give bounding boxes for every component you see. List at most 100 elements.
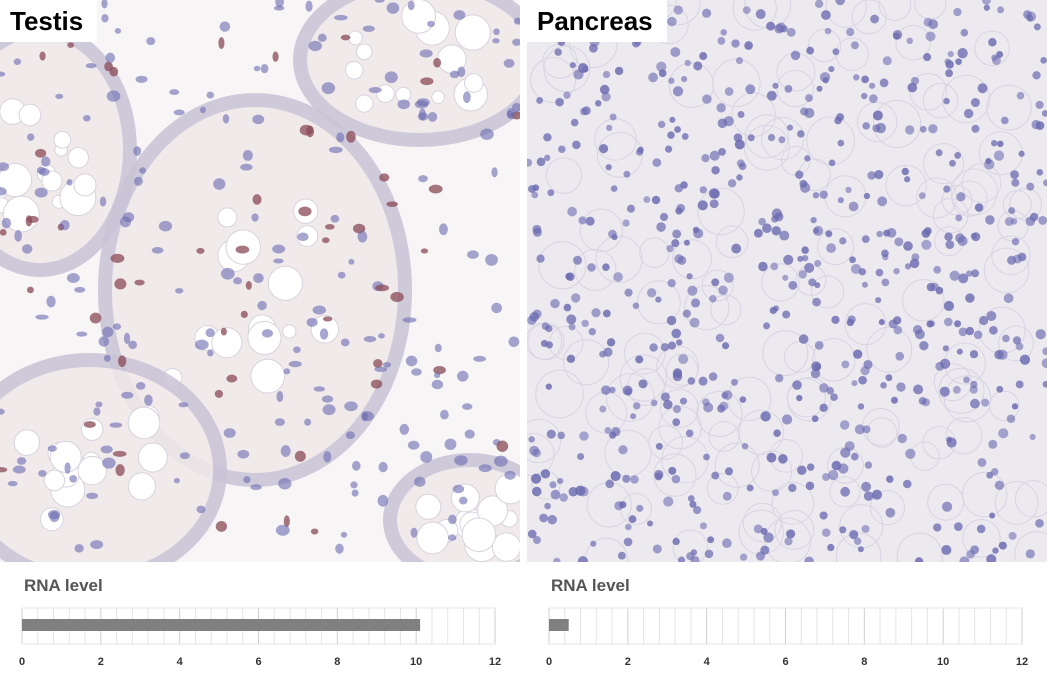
nucleus bbox=[863, 359, 873, 370]
nucleus bbox=[13, 58, 22, 65]
nucleus bbox=[213, 178, 226, 190]
nucleus bbox=[588, 328, 596, 336]
acinar-cell-outline bbox=[783, 341, 816, 373]
nucleus bbox=[988, 38, 997, 47]
nucleus bbox=[925, 31, 936, 42]
pancreas-tissue-image bbox=[527, 0, 1047, 562]
stained-nucleus bbox=[115, 464, 125, 477]
nucleus bbox=[317, 33, 327, 42]
nucleus bbox=[813, 227, 820, 234]
nucleus bbox=[250, 484, 262, 491]
nucleus bbox=[297, 232, 309, 242]
nucleus bbox=[782, 274, 789, 281]
nucleus bbox=[440, 409, 449, 420]
nucleus bbox=[819, 403, 828, 412]
nucleus bbox=[351, 489, 359, 497]
nucleus bbox=[701, 154, 710, 163]
nucleus bbox=[736, 174, 743, 181]
nucleus bbox=[1010, 170, 1019, 179]
nucleus bbox=[570, 118, 579, 127]
nucleus bbox=[670, 47, 681, 58]
nucleus bbox=[804, 556, 814, 562]
acinar-cell-outline bbox=[672, 529, 708, 562]
nucleus bbox=[93, 407, 101, 416]
nucleus bbox=[577, 556, 588, 562]
acinar-cell-outline bbox=[684, 285, 730, 331]
stained-nucleus bbox=[322, 316, 333, 322]
nucleus bbox=[990, 467, 999, 476]
nucleus bbox=[559, 493, 568, 502]
nucleus bbox=[947, 51, 954, 58]
nucleus bbox=[602, 70, 611, 79]
nucleus bbox=[708, 188, 720, 199]
nucleus bbox=[655, 442, 663, 450]
nucleus bbox=[994, 480, 1005, 490]
stained-nucleus bbox=[420, 248, 429, 254]
nucleus bbox=[448, 514, 457, 525]
nucleus bbox=[954, 152, 962, 159]
pancreas-rna-chart: 0 2 4 6 8 10 12 bbox=[546, 607, 1028, 668]
stained-nucleus bbox=[306, 125, 315, 138]
pancreas-rna-level-label: RNA level bbox=[551, 576, 630, 595]
nucleus bbox=[682, 309, 691, 318]
nucleus bbox=[986, 554, 997, 562]
nucleus bbox=[630, 475, 639, 484]
nucleus bbox=[819, 190, 828, 199]
nucleus bbox=[874, 169, 884, 180]
nucleus bbox=[897, 433, 907, 444]
acinar-cell-outline bbox=[927, 483, 965, 521]
nucleus bbox=[206, 91, 215, 99]
nucleus bbox=[672, 86, 684, 97]
nucleus bbox=[173, 477, 180, 484]
nucleus bbox=[374, 366, 388, 373]
nucleus bbox=[868, 82, 876, 89]
nucleus bbox=[563, 303, 572, 312]
nucleus bbox=[648, 72, 658, 83]
nucleus bbox=[272, 244, 286, 254]
nucleus bbox=[988, 439, 998, 449]
stained-nucleus bbox=[283, 515, 290, 528]
nucleus bbox=[699, 52, 708, 61]
nucleus bbox=[532, 184, 540, 192]
nucleus bbox=[760, 411, 771, 422]
nucleus bbox=[83, 114, 91, 122]
nucleus bbox=[635, 355, 644, 364]
nucleus bbox=[1025, 549, 1035, 559]
nucleus bbox=[853, 74, 860, 81]
nucleus bbox=[821, 10, 831, 20]
lumen-vacuole bbox=[127, 472, 157, 501]
nucleus bbox=[604, 426, 612, 434]
nucleus bbox=[711, 471, 720, 480]
nucleus bbox=[747, 134, 755, 142]
stained-nucleus bbox=[226, 374, 238, 383]
nucleus bbox=[828, 159, 836, 167]
nucleus bbox=[473, 355, 486, 362]
nucleus bbox=[943, 185, 951, 193]
lumen-vacuole bbox=[344, 61, 364, 80]
nucleus bbox=[35, 314, 49, 320]
nucleus bbox=[996, 385, 1004, 393]
nucleus bbox=[830, 393, 838, 402]
lumen-vacuole bbox=[217, 207, 238, 228]
nucleus bbox=[1036, 168, 1044, 176]
nucleus bbox=[106, 90, 121, 102]
acinar-cell-outline bbox=[829, 476, 861, 508]
acinar-cell-outline bbox=[922, 143, 964, 185]
nucleus bbox=[601, 385, 611, 395]
nucleus bbox=[997, 140, 1004, 148]
nucleus bbox=[544, 502, 551, 510]
nucleus bbox=[689, 500, 697, 508]
nucleus bbox=[532, 224, 542, 234]
nucleus bbox=[795, 170, 804, 179]
stained-nucleus bbox=[235, 245, 250, 254]
nucleus bbox=[943, 97, 950, 105]
nucleus bbox=[573, 69, 584, 80]
nucleus bbox=[1012, 336, 1022, 345]
acinar-cell-outline bbox=[1014, 480, 1047, 518]
nucleus bbox=[378, 461, 388, 473]
nucleus bbox=[663, 399, 673, 410]
nucleus bbox=[849, 529, 859, 540]
nucleus bbox=[921, 239, 932, 250]
nucleus bbox=[606, 124, 613, 132]
nucleus bbox=[601, 92, 611, 102]
